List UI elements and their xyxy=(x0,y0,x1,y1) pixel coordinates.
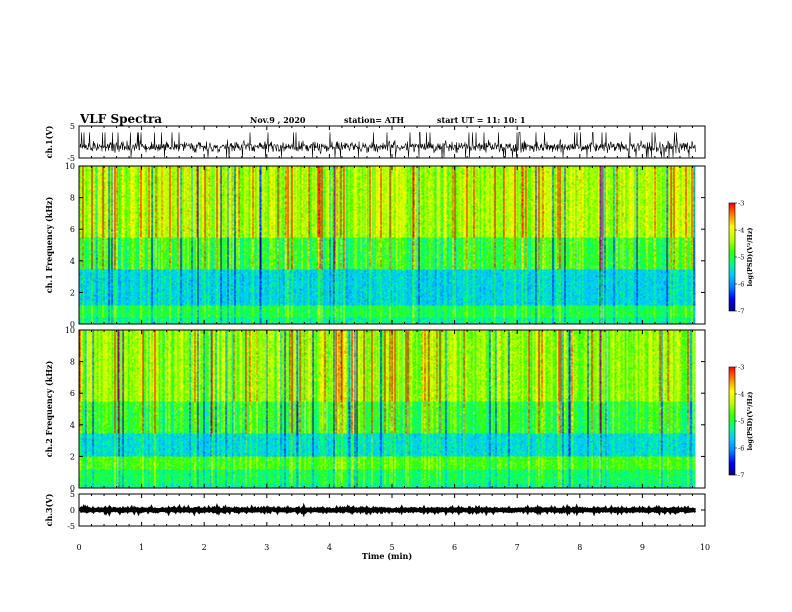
x-tick-label: 10 xyxy=(700,543,710,552)
colorbar-tick-label: -3 xyxy=(738,200,744,208)
colorbar-tick-label: -3 xyxy=(738,364,744,372)
colorbar-bar xyxy=(729,203,735,311)
colorbar-tick-label: -5 xyxy=(738,254,744,262)
y-tick-label: 2 xyxy=(70,288,75,297)
y-tick-label: 10 xyxy=(65,326,75,335)
y-tick-label: 4 xyxy=(70,257,75,266)
y-tick-label: 5 xyxy=(70,490,75,499)
colorbar-tick-label: -6 xyxy=(738,281,744,289)
y-tick-label: 2 xyxy=(70,452,75,461)
colorbar-tick-label: -7 xyxy=(738,472,744,480)
y-tick-label: -5 xyxy=(67,522,75,531)
x-tick-label: 1 xyxy=(139,543,144,552)
colorbar-bar xyxy=(729,367,735,475)
y-axis-title: ch.2 Frequency (kHz) xyxy=(44,361,54,458)
y-axis-title: ch.3(V) xyxy=(44,493,54,526)
y-tick-label: 0 xyxy=(70,506,75,515)
colorbar-tick-label: -7 xyxy=(738,308,744,316)
x-tick-label: 7 xyxy=(515,543,520,552)
ch1-colorbar: -3 -4 -5 -6 -7 log(PSD)(V²/Hz) xyxy=(729,200,754,316)
x-tick-label: 2 xyxy=(202,543,207,552)
spectrogram-image xyxy=(80,167,696,324)
x-tick-label: 8 xyxy=(577,543,582,552)
y-tick-label: 5 xyxy=(70,122,75,131)
y-tick-label: 8 xyxy=(70,358,75,367)
x-tick-label: 6 xyxy=(452,543,457,552)
colorbar-tick-label: -6 xyxy=(738,445,744,453)
spectrogram-image xyxy=(80,331,696,488)
x-tick-label: 3 xyxy=(264,543,269,552)
y-tick-label: 6 xyxy=(70,225,75,234)
waveform-trace xyxy=(80,509,696,511)
colorbar-tick-label: -4 xyxy=(738,227,744,235)
x-axis-title: Time (min) xyxy=(362,551,412,561)
y-tick-label: 4 xyxy=(70,421,75,430)
x-tick-label: 9 xyxy=(640,543,645,552)
colorbar-title: log(PSD)(V²/Hz) xyxy=(746,392,754,451)
x-tick-label: 0 xyxy=(76,543,81,552)
colorbar-title: log(PSD)(V²/Hz) xyxy=(746,228,754,287)
y-tick-label: 6 xyxy=(70,389,75,398)
x-tick-label: 4 xyxy=(327,543,332,552)
y-tick-label: 10 xyxy=(65,162,75,171)
colorbar-tick-label: -4 xyxy=(738,391,744,399)
ch1-waveform-panel: 5-5ch.1(V) xyxy=(44,122,705,163)
ch2-colorbar: -3 -4 -5 -6 -7 log(PSD)(V²/Hz) xyxy=(729,364,754,480)
y-axis-title: ch.1(V) xyxy=(44,125,54,158)
y-axis-title: ch.1 Frequency (kHz) xyxy=(44,197,54,294)
waveform-trace xyxy=(80,132,696,157)
y-tick-label: 8 xyxy=(70,194,75,203)
colorbar-tick-label: -5 xyxy=(738,418,744,426)
